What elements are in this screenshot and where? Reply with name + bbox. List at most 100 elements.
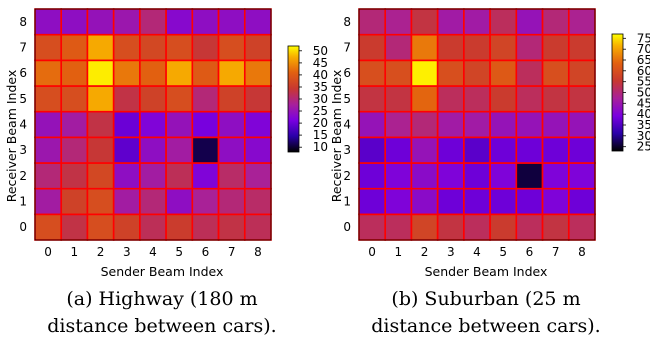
colorbar-tick-25: 25 (313, 104, 328, 118)
heatmap-cell-6-0 (515, 213, 544, 241)
heatmap-cell-8-3 (243, 136, 272, 164)
y-tick-3: 3 (19, 143, 27, 157)
colorbar-tick-20: 20 (313, 116, 328, 130)
colorbar-tick-50: 50 (313, 44, 328, 58)
heatmap-cell-8-7 (243, 33, 272, 62)
y-tick-7: 7 (19, 41, 27, 55)
heatmap-cell-0-8 (34, 8, 63, 36)
heatmap-cell-5-7 (165, 33, 194, 62)
heatmap-cell-1-0 (384, 213, 413, 241)
x-tick-3: 3 (447, 245, 455, 259)
colorbar (611, 33, 624, 152)
heatmap-cell-3-1 (112, 187, 141, 216)
heatmap-cell-6-4 (515, 110, 544, 139)
x-tick-0: 0 (368, 245, 376, 259)
heatmap-cell-7-3 (217, 136, 246, 164)
y-tick-3: 3 (343, 143, 351, 157)
heatmap-cell-4-0 (139, 213, 167, 241)
heatmap-cells (34, 8, 272, 241)
heatmap-cell-6-1 (515, 187, 544, 216)
heatmap-cell-3-2 (436, 162, 465, 190)
heatmap-cell-2-2 (86, 162, 115, 190)
heatmap-cell-1-7 (60, 33, 89, 62)
heatmap-cell-6-0 (191, 213, 220, 241)
heatmap-cell-2-3 (410, 136, 439, 164)
heatmap-cell-3-3 (112, 136, 141, 164)
heatmap-cell-7-0 (217, 213, 246, 241)
heatmap-cell-1-7 (384, 33, 413, 62)
heatmap-cell-0-7 (34, 33, 63, 62)
heatmap-cell-7-5 (541, 85, 570, 113)
heatmap-cell-6-6 (515, 59, 544, 87)
heatmap-cell-8-5 (243, 85, 272, 113)
heatmap-cell-0-2 (358, 162, 387, 190)
heatmap-cell-7-6 (541, 59, 570, 87)
heatmap-cell-0-6 (358, 59, 387, 87)
heatmap-cell-0-5 (358, 85, 387, 113)
heatmap-cell-7-8 (217, 8, 246, 36)
heatmap-cell-2-6 (410, 59, 439, 87)
heatmap-cell-5-0 (165, 213, 194, 241)
heatmap-cell-4-7 (463, 33, 491, 62)
heatmap-cell-4-3 (463, 136, 491, 164)
y-axis-label: Receiver Beam Index (4, 70, 19, 203)
heatmap-cell-1-1 (60, 187, 89, 216)
heatmap-cell-3-8 (112, 8, 141, 36)
caption-line-2: distance between cars). (371, 315, 600, 337)
heatmap-cell-5-6 (489, 59, 518, 87)
colorbar-tick-50: 50 (637, 86, 650, 100)
colorbar-tick-35: 35 (313, 80, 328, 94)
heatmap-cell-2-0 (410, 213, 439, 241)
heatmap-cell-0-3 (34, 136, 63, 164)
y-tick-0: 0 (19, 220, 27, 234)
heatmap-cell-8-8 (243, 8, 272, 36)
heatmap-cell-4-2 (463, 162, 491, 190)
heatmap-cell-6-8 (191, 8, 220, 36)
colorbar-tick-25: 25 (637, 140, 650, 154)
x-tick-2: 2 (421, 245, 429, 259)
x-axis-label: Sender Beam Index (101, 264, 224, 279)
heatmap-cell-8-2 (243, 162, 272, 190)
heatmap-cell-0-0 (358, 213, 387, 241)
heatmap-cell-6-3 (191, 136, 220, 164)
y-tick-5: 5 (19, 92, 27, 106)
heatmap-cell-5-4 (489, 110, 518, 139)
heatmap-cell-2-2 (410, 162, 439, 190)
heatmap-cell-3-4 (112, 110, 141, 139)
heatmap-cell-4-8 (463, 8, 491, 36)
heatmap-cell-3-3 (436, 136, 465, 164)
heatmap-cell-6-2 (515, 162, 544, 190)
y-tick-4: 4 (19, 118, 27, 132)
heatmap-cell-0-4 (34, 110, 63, 139)
heatmap-cell-8-4 (243, 110, 272, 139)
heatmap-cell-4-3 (139, 136, 167, 164)
heatmap-cell-3-7 (112, 33, 141, 62)
heatmap-cell-3-4 (436, 110, 465, 139)
caption-line-1: (a) Highway (180 m (66, 288, 257, 310)
heatmap-cell-3-5 (112, 85, 141, 113)
heatmap-cell-7-6 (217, 59, 246, 87)
heatmap-cell-1-5 (60, 85, 89, 113)
heatmap-cell-1-8 (60, 8, 89, 36)
colorbar-tick-45: 45 (637, 96, 650, 110)
colorbar-tick-10: 10 (313, 140, 328, 154)
heatmap-cell-2-8 (86, 8, 115, 36)
x-tick-3: 3 (123, 245, 131, 259)
heatmap-cell-8-5 (567, 85, 596, 113)
heatmap-cell-4-6 (463, 59, 491, 87)
heatmap-cell-6-3 (515, 136, 544, 164)
heatmap-cell-7-1 (541, 187, 570, 216)
heatmap-cell-5-5 (165, 85, 194, 113)
heatmap-cell-3-6 (112, 59, 141, 87)
x-axis-label: Sender Beam Index (425, 264, 548, 279)
heatmap-cell-8-6 (567, 59, 596, 87)
x-tick-4: 4 (149, 245, 157, 259)
colorbar-tick-30: 30 (313, 92, 328, 106)
heatmap-cell-8-7 (567, 33, 596, 62)
x-tick-8: 8 (578, 245, 586, 259)
heatmap-cell-7-7 (217, 33, 246, 62)
y-tick-4: 4 (343, 118, 351, 132)
colorbar-tick-35: 35 (637, 118, 650, 132)
